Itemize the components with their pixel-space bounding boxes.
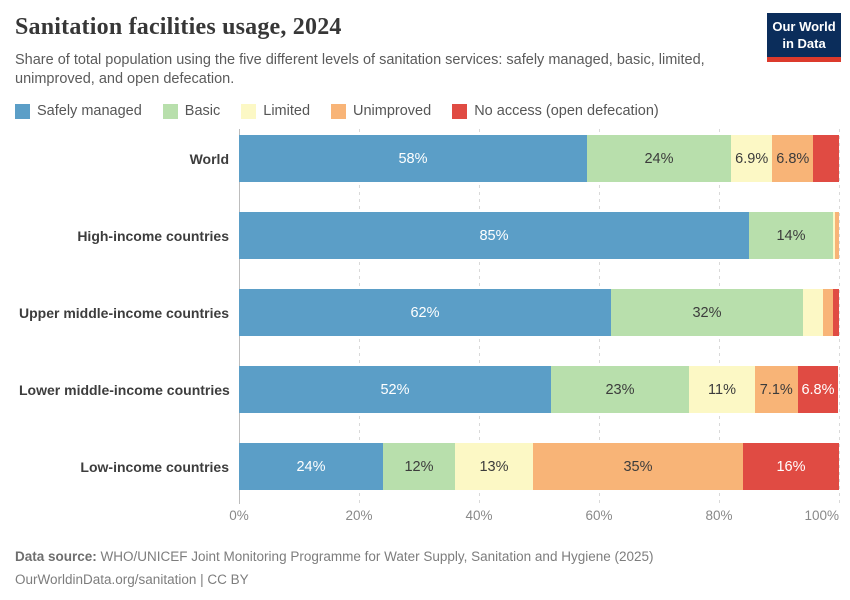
- legend-label: Safely managed: [37, 103, 142, 120]
- table-row: Lower middle-income countries 52% 23% 11% 7.…: [19, 366, 839, 414]
- bar-segment[interactable]: [833, 212, 836, 260]
- bar-segment[interactable]: [813, 135, 839, 183]
- bar-value-label: 23%: [605, 381, 635, 398]
- bar-value-label: 6.9%: [735, 150, 769, 167]
- bar-segment[interactable]: 16%: [743, 443, 839, 491]
- x-axis-tick-label: 0%: [229, 508, 249, 524]
- bar-value-label: 7.1%: [759, 381, 793, 398]
- bar-segment[interactable]: 13%: [455, 443, 533, 491]
- x-axis: 0% 20% 40% 60% 80% 100%: [229, 508, 839, 528]
- chart-subtitle: Share of total population using the five…: [15, 52, 705, 88]
- footer: Data source: WHO/UNICEF Joint Monitoring…: [15, 546, 835, 591]
- bar-value-label: 6.8%: [776, 150, 810, 167]
- stacked-bar: 24% 12% 13% 35% 16%: [239, 443, 839, 491]
- bar-segment[interactable]: 58%: [239, 135, 587, 183]
- legend-swatch-icon: [15, 103, 30, 119]
- owid-logo[interactable]: Our World in Data: [767, 13, 841, 63]
- legend-label: Limited: [263, 103, 311, 120]
- legend-item[interactable]: Basic: [162, 103, 221, 120]
- bar-segment[interactable]: 24%: [587, 135, 731, 183]
- bar-value-label: 35%: [623, 458, 653, 475]
- bar-value-label: 62%: [410, 304, 440, 321]
- bar-value-label: 14%: [776, 227, 806, 244]
- bar-segment[interactable]: 32%: [611, 289, 803, 337]
- bar-segment[interactable]: 11%: [689, 366, 755, 414]
- owid-logo-line2: in Data: [782, 35, 826, 51]
- table-row: Low-income countries 24% 12% 13% 35% 16%: [80, 443, 839, 491]
- legend-label: Basic: [184, 103, 221, 120]
- bar-segment[interactable]: 85%: [239, 212, 749, 260]
- row-label: Low-income countries: [80, 458, 229, 475]
- legend: Safely managed Basic Limited Unimproved No a…: [15, 103, 835, 119]
- bar-value-label: 16%: [776, 458, 806, 475]
- bar-value-label: 11%: [708, 381, 736, 398]
- bar-segment[interactable]: [832, 289, 839, 337]
- table-row: High-income countries 85% 14%: [77, 212, 839, 260]
- legend-swatch-icon: [162, 103, 178, 119]
- legend-label: No access (open defecation): [474, 103, 659, 120]
- bar-value-label: 32%: [692, 304, 722, 321]
- x-axis-tick-label: 20%: [345, 508, 373, 524]
- bar-segment[interactable]: 12%: [383, 443, 455, 491]
- legend-item[interactable]: No access (open defecation): [452, 103, 659, 119]
- bar-segment[interactable]: [803, 289, 823, 337]
- bar-segment[interactable]: 52%: [239, 366, 551, 414]
- legend-item[interactable]: Unimproved: [331, 103, 431, 119]
- footer-link[interactable]: OurWorldinData.org/sanitation | CC BY: [15, 571, 249, 587]
- x-axis-tick-label: 100%: [804, 508, 839, 524]
- row-label: High-income countries: [77, 227, 229, 244]
- legend-label: Unimproved: [353, 103, 432, 120]
- bar-value-label: 6.8%: [801, 381, 835, 398]
- bar-segment[interactable]: 6.8%: [797, 366, 839, 414]
- bar-segment[interactable]: [835, 212, 839, 260]
- x-axis-tick-label: 40%: [465, 508, 493, 524]
- legend-item[interactable]: Limited: [241, 103, 310, 119]
- legend-swatch-icon: [452, 103, 468, 119]
- data-source-line: Data source: WHO/UNICEF Joint Monitoring…: [15, 546, 835, 568]
- bar-segment[interactable]: 6.8%: [772, 135, 814, 183]
- data-source-label: Data source:: [15, 549, 97, 565]
- row-label: World: [189, 150, 229, 167]
- bar-value-label: 85%: [479, 227, 509, 244]
- bar-segment[interactable]: 35%: [533, 443, 743, 491]
- stacked-bar: 52% 23% 11% 7.1% 6.8%: [239, 366, 839, 414]
- legend-swatch-icon: [241, 103, 257, 119]
- bar-segment[interactable]: [822, 289, 833, 337]
- bar-value-label: 58%: [398, 150, 428, 167]
- table-row: World 58% 24% 6.9% 6.8%: [190, 135, 839, 183]
- row-label: Upper middle-income countries: [19, 304, 230, 321]
- bar-value-label: 12%: [404, 458, 434, 475]
- bar-segment[interactable]: 14%: [749, 212, 833, 260]
- bar-segment[interactable]: 23%: [551, 366, 689, 414]
- gridline: [839, 129, 840, 505]
- owid-logo-line1: Our World: [772, 19, 836, 34]
- bar-segment[interactable]: 24%: [239, 443, 383, 491]
- table-row: Upper middle-income countries 62% 32%: [19, 289, 839, 337]
- row-label: Lower middle-income countries: [19, 381, 230, 398]
- bar-segment[interactable]: 7.1%: [755, 366, 798, 414]
- bar-value-label: 52%: [380, 381, 410, 398]
- plot-area: World 58% 24% 6.9% 6.8% High-income countries…: [19, 129, 840, 505]
- legend-item[interactable]: Safely managed: [15, 103, 142, 119]
- bar-segment[interactable]: 62%: [239, 289, 611, 337]
- page-title: Sanitation facilities usage, 2024: [15, 14, 342, 40]
- bar-value-label: 13%: [479, 458, 509, 475]
- data-source-text: WHO/UNICEF Joint Monitoring Programme fo…: [96, 549, 654, 565]
- bar-value-label: 24%: [296, 458, 326, 475]
- legend-swatch-icon: [331, 103, 347, 119]
- x-axis-tick-label: 60%: [585, 508, 613, 524]
- stacked-bar: 58% 24% 6.9% 6.8%: [239, 135, 839, 183]
- x-axis-tick-label: 80%: [705, 508, 733, 524]
- bar-rows: World 58% 24% 6.9% 6.8% High-income countries…: [19, 135, 839, 491]
- bar-value-label: 24%: [644, 150, 674, 167]
- stacked-bar: 85% 14%: [239, 212, 839, 260]
- chart-area: World 58% 24% 6.9% 6.8% High-income countries…: [19, 129, 840, 528]
- stacked-bar: 62% 32%: [239, 289, 839, 337]
- bar-segment[interactable]: 6.9%: [731, 135, 773, 183]
